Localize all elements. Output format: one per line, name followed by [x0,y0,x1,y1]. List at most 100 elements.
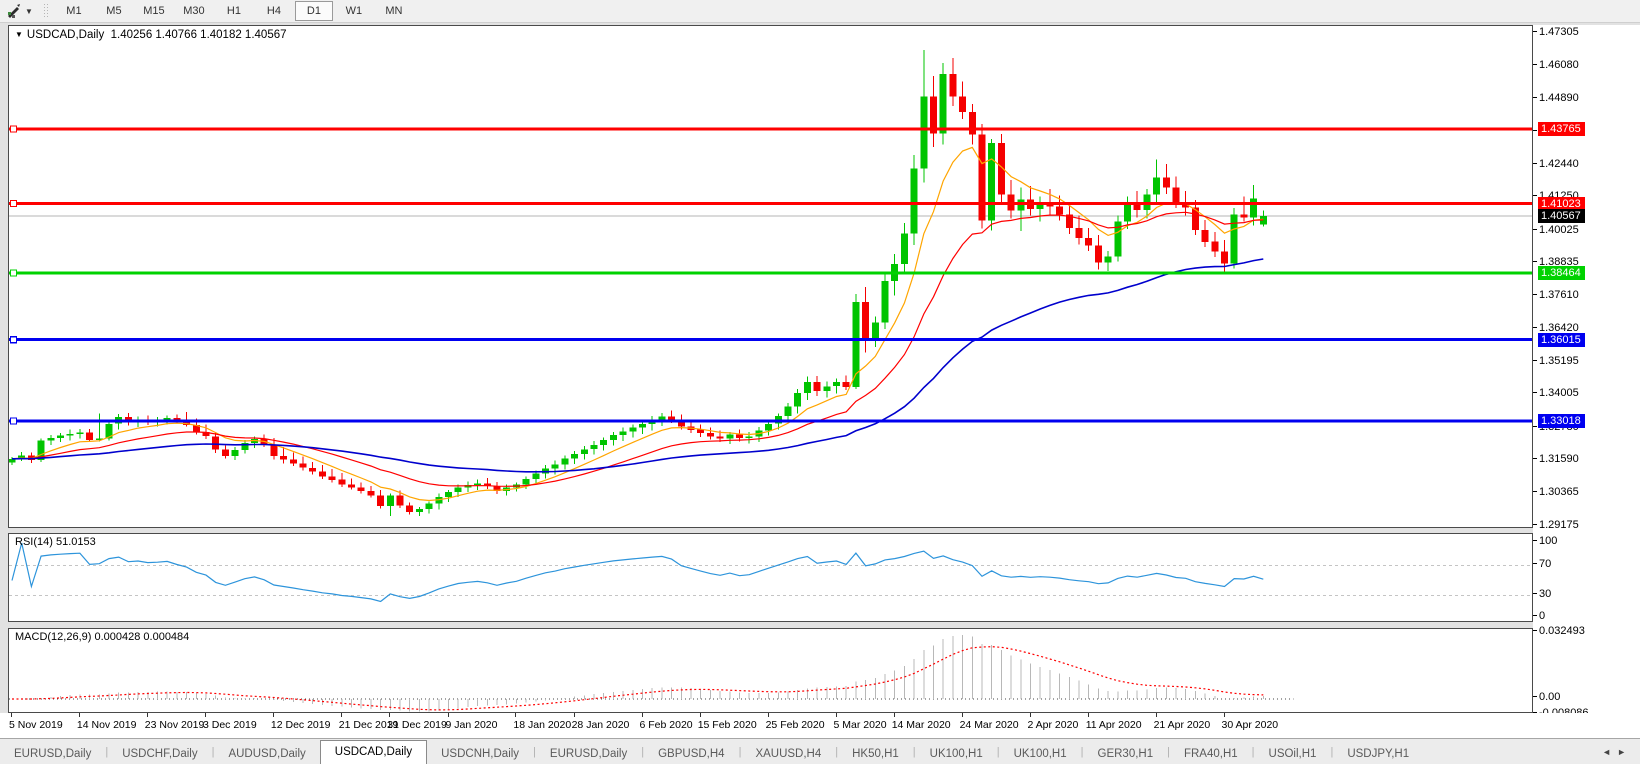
chart-tab-hk50-h1[interactable]: HK50,H1 [852,748,899,760]
time-tick [835,713,837,717]
time-tick [205,713,206,717]
main-chart-pane[interactable]: ▼ USDCAD,Daily 1.40256 1.40766 1.40182 1.… [8,25,1533,528]
time-tick [272,713,274,717]
tab-separator: | [1251,746,1255,758]
rsi-canvas[interactable] [9,534,1532,621]
collapse-triangle-icon[interactable]: ▼ [15,30,23,39]
chart-tab-usdjpy-h1[interactable]: USDJPY,H1 [1347,748,1410,760]
hline-price-badge: 1.33018 [1538,414,1585,429]
rsi-tick: 100 [1533,535,1557,547]
time-tick [1155,713,1157,717]
tab-separator: | [1080,746,1084,758]
time-tick [340,713,342,717]
timeframe-button-w1[interactable]: W1 [345,5,363,17]
time-tick [78,713,80,717]
price-tick: 1.38835 [1533,256,1579,268]
toolbar: ▼ M1 M5 M15 M30 H1 H4 D1 W1 MN [0,0,1640,23]
time-label: 11 Apr 2020 [1085,719,1142,731]
price-chart-canvas[interactable] [9,26,1532,527]
tab-separator: | [912,746,916,758]
time-tick [641,713,643,717]
macd-label: MACD(12,26,9) 0.000428 0.000484 [15,631,190,643]
time-tick [1087,713,1089,717]
chart-tab-eurusd-daily[interactable]: EURUSD,Daily [549,748,628,760]
timeframe-button-h1[interactable]: H1 [226,5,241,17]
chart-tab-eurusd-daily[interactable]: EURUSD,Daily [14,748,92,760]
timeframe-button-m30[interactable]: M30 [183,5,205,17]
tab-separator: | [835,746,839,758]
time-label: 2 Apr 2020 [1027,719,1079,731]
timeframe-button-d1[interactable]: D1 [294,1,333,21]
chart-tab-audusd-daily[interactable]: AUDUSD,Daily [228,748,306,760]
chart-tab-usdcad-daily[interactable]: USDCAD,Daily [319,740,428,764]
timeframe-button-m15[interactable]: M15 [143,5,165,17]
rsi-pane[interactable]: RSI(14) 51.0153 [8,533,1533,622]
macd-canvas[interactable] [9,629,1532,712]
draw-tool-button[interactable]: ▼ [2,1,37,21]
time-tick [389,713,391,717]
time-label: 25 Feb 2020 [765,719,825,731]
chart-title-ohlc: 1.40256 1.40766 1.40182 1.40567 [110,29,287,41]
chart-title: ▼ USDCAD,Daily 1.40256 1.40766 1.40182 1.… [15,29,287,41]
chart-title-symbol: USDCAD,Daily [26,29,105,41]
time-tick [961,713,963,717]
chart-tab-uk100-h1[interactable]: UK100,H1 [1013,748,1067,760]
time-label: 9 Jan 2020 [445,719,498,731]
chart-tab-xauusd-h4[interactable]: XAUUSD,H4 [755,748,822,760]
timeframe-button-mn[interactable]: MN [385,5,403,17]
time-label: 15 Feb 2020 [697,719,757,731]
hline-price-badge: 1.41023 [1538,196,1585,211]
timeframe-button-h4[interactable]: H4 [266,5,281,17]
time-label: 12 Dec 2019 [270,719,331,731]
price-tick: 1.30365 [1533,486,1579,498]
price-tick: 1.36420 [1533,322,1579,334]
time-axis[interactable]: 5 Nov 2019 14 Nov 2019 23 Nov 2019 3 Dec 20… [0,713,1640,738]
chart-tab-gbpusd-h4[interactable]: GBPUSD,H4 [658,748,725,760]
tab-separator: | [533,746,536,758]
tab-separator: | [996,746,1000,758]
tab-separator: | [1167,746,1170,758]
chart-tab-uk100-h1[interactable]: UK100,H1 [929,748,983,760]
price-axis[interactable]: 1.473051.460801.448901.436651.424401.412… [1533,25,1640,719]
chart-tabs: EURUSD,Daily | USDCHF,Daily | AUDUSD,Daily US… [0,738,1640,764]
chart-tab-usoil-h1[interactable]: USOil,H1 [1268,748,1317,760]
time-tick [1029,713,1031,717]
tab-scroll-left-icon[interactable]: ◄ [1602,747,1618,757]
rsi-tick: 30 [1533,588,1551,600]
time-label: 3 Dec 2019 [203,719,257,731]
tab-separator: | [738,746,742,758]
timeframe-button-m1[interactable]: M1 [66,5,82,17]
price-tick: 1.35195 [1533,355,1579,367]
time-label: 24 Mar 2020 [959,719,1019,731]
timeframe-button-m5[interactable]: M5 [106,5,122,17]
rsi-label: RSI(14) 51.0153 [15,536,96,548]
time-label: 14 Mar 2020 [891,719,951,731]
hline-price-badge: 1.36015 [1538,332,1585,347]
rsi-tick: 70 [1533,558,1551,570]
macd-tick: 0.032493 [1533,625,1585,637]
price-tick: 1.37610 [1533,289,1579,301]
toolbar-separator [42,3,50,19]
chart-tab-usdchf-daily[interactable]: USDCHF,Daily [122,748,198,760]
chart-tab-usdcnh-daily[interactable]: USDCNH,Daily [441,748,520,760]
time-tick [893,713,895,717]
time-label: 14 Nov 2019 [76,719,137,731]
draw-tool-icon [8,4,20,18]
chart-tab-fra40-h1[interactable]: FRA40,H1 [1183,748,1238,760]
dropdown-caret-icon[interactable]: ▼ [25,6,33,16]
chart-tab-ger30-h1[interactable]: GER30,H1 [1097,748,1154,760]
price-tick: 1.42440 [1533,158,1579,170]
price-tick: 1.40025 [1533,224,1579,236]
macd-pane[interactable]: MACD(12,26,9) 0.000428 0.000484 [8,628,1533,713]
time-tick [1223,713,1225,717]
tab-scroll-buttons: ◄► [1602,747,1632,757]
time-label: 30 Apr 2020 [1221,719,1279,731]
timeframe-buttons: M1 M5 M15 M30 H1 H4 D1 W1 MN [54,1,414,21]
tab-scroll-right-icon[interactable]: ► [1617,747,1632,757]
tab-separator: | [1330,746,1334,758]
price-tick: 1.29175 [1533,519,1579,531]
time-tick [699,713,701,717]
time-tick [515,713,517,717]
time-label: 31 Dec 2019 [387,719,447,731]
